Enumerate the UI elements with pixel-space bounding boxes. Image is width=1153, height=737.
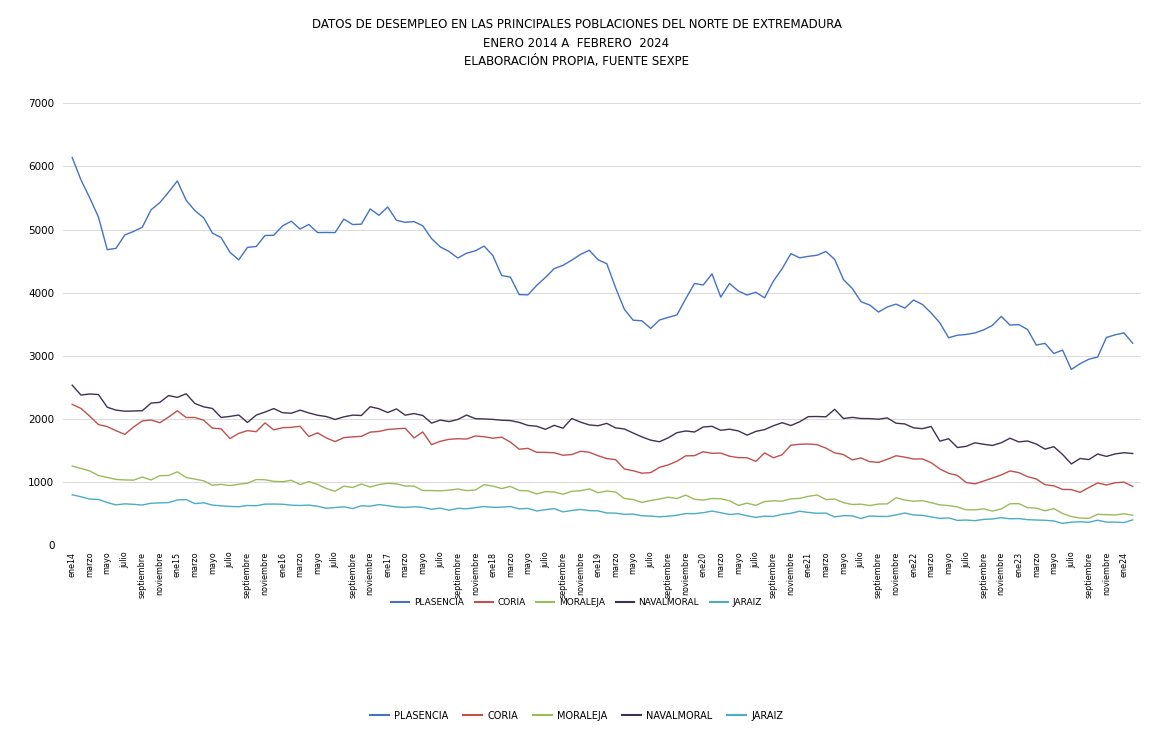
JARAIZ bbox=[740, 511, 754, 520]
CORIA bbox=[1125, 482, 1139, 491]
JARAIZ bbox=[310, 502, 324, 511]
NAVALMORAL bbox=[1125, 449, 1139, 458]
MORALEJA bbox=[310, 480, 324, 489]
NAVALMORAL bbox=[1064, 460, 1078, 469]
NAVALMORAL bbox=[740, 430, 754, 439]
Line: NAVALMORAL: NAVALMORAL bbox=[73, 385, 1132, 464]
MORALEJA bbox=[1100, 510, 1114, 519]
JARAIZ bbox=[1100, 517, 1114, 526]
CORIA bbox=[643, 468, 657, 477]
PLASENCIA bbox=[310, 228, 324, 237]
MORALEJA bbox=[1047, 504, 1061, 513]
Line: PLASENCIA: PLASENCIA bbox=[73, 158, 1132, 369]
Legend: PLASENCIA, CORIA, MORALEJA, NAVALMORAL, JARAIZ: PLASENCIA, CORIA, MORALEJA, NAVALMORAL, … bbox=[387, 595, 766, 611]
CORIA bbox=[1047, 481, 1061, 490]
JARAIZ bbox=[1056, 519, 1070, 528]
JARAIZ bbox=[1125, 515, 1139, 524]
PLASENCIA bbox=[1125, 339, 1139, 348]
Line: MORALEJA: MORALEJA bbox=[73, 466, 1132, 518]
Text: ELABORACIÓN PROPIA, FUENTE SEXPE: ELABORACIÓN PROPIA, FUENTE SEXPE bbox=[464, 55, 689, 69]
NAVALMORAL bbox=[643, 436, 657, 444]
NAVALMORAL bbox=[1047, 442, 1061, 451]
PLASENCIA bbox=[1047, 349, 1061, 358]
JARAIZ bbox=[643, 511, 657, 520]
NAVALMORAL bbox=[310, 411, 324, 419]
Text: ENERO 2014 A  FEBRERO  2024: ENERO 2014 A FEBRERO 2024 bbox=[483, 37, 670, 50]
CORIA bbox=[740, 453, 754, 462]
NAVALMORAL bbox=[407, 409, 421, 418]
Text: DATOS DE DESEMPLEO EN LAS PRINCIPALES POBLACIONES DEL NORTE DE EXTREMADURA: DATOS DE DESEMPLEO EN LAS PRINCIPALES PO… bbox=[311, 18, 842, 32]
PLASENCIA bbox=[740, 290, 754, 299]
Legend: PLASENCIA, CORIA, MORALEJA, NAVALMORAL, JARAIZ: PLASENCIA, CORIA, MORALEJA, NAVALMORAL, … bbox=[366, 707, 787, 724]
PLASENCIA bbox=[643, 324, 657, 333]
Line: CORIA: CORIA bbox=[73, 405, 1132, 492]
JARAIZ bbox=[1047, 517, 1061, 525]
MORALEJA bbox=[407, 482, 421, 491]
Line: JARAIZ: JARAIZ bbox=[73, 495, 1132, 523]
MORALEJA bbox=[1082, 514, 1095, 523]
PLASENCIA bbox=[66, 153, 80, 162]
CORIA bbox=[310, 428, 324, 437]
MORALEJA bbox=[1125, 511, 1139, 520]
JARAIZ bbox=[407, 503, 421, 511]
NAVALMORAL bbox=[1100, 452, 1114, 461]
NAVALMORAL bbox=[66, 381, 80, 390]
PLASENCIA bbox=[407, 217, 421, 226]
CORIA bbox=[1100, 481, 1114, 489]
MORALEJA bbox=[740, 499, 754, 508]
PLASENCIA bbox=[1100, 333, 1114, 342]
CORIA bbox=[1073, 488, 1087, 497]
JARAIZ bbox=[66, 490, 80, 499]
PLASENCIA bbox=[1064, 365, 1078, 374]
MORALEJA bbox=[643, 496, 657, 505]
CORIA bbox=[66, 400, 80, 409]
CORIA bbox=[407, 433, 421, 442]
MORALEJA bbox=[66, 461, 80, 470]
